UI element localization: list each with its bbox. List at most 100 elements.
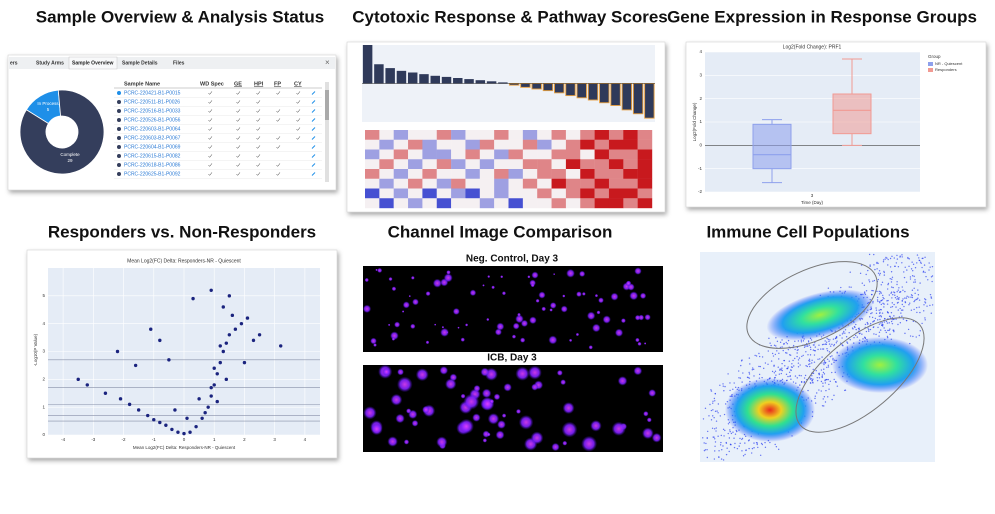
event — [921, 266, 923, 269]
event — [852, 328, 854, 330]
label: 5 — [47, 107, 50, 112]
event — [811, 374, 813, 377]
event — [841, 337, 843, 339]
event — [822, 348, 824, 350]
heat-cell — [408, 178, 423, 189]
event — [740, 360, 743, 362]
event — [868, 279, 870, 281]
point — [152, 417, 156, 422]
cell — [515, 366, 530, 381]
event — [809, 377, 811, 379]
cell — [469, 289, 477, 297]
event — [833, 345, 835, 347]
cell — [596, 310, 601, 315]
status-dot — [117, 172, 121, 176]
event — [848, 286, 850, 288]
event — [897, 297, 899, 299]
event — [722, 428, 725, 431]
event — [733, 446, 736, 449]
heat-cell — [436, 139, 452, 150]
heat-cell — [565, 178, 581, 189]
point — [227, 294, 232, 298]
event — [781, 367, 783, 369]
event — [715, 430, 717, 432]
event — [790, 366, 793, 368]
cell — [629, 291, 639, 301]
event — [742, 372, 744, 374]
bar — [385, 68, 395, 84]
heat-cell — [608, 159, 624, 170]
event — [814, 350, 817, 352]
event — [732, 388, 734, 390]
heat-cell — [393, 169, 409, 179]
event — [878, 274, 881, 276]
event — [896, 258, 899, 260]
check — [296, 100, 301, 104]
point — [194, 424, 198, 429]
event — [914, 279, 916, 281]
event — [827, 396, 829, 398]
event — [871, 312, 873, 314]
event — [882, 260, 885, 263]
event — [801, 355, 803, 358]
heat-cell — [451, 139, 466, 150]
point — [215, 399, 219, 404]
event — [879, 291, 882, 293]
heat-cell — [522, 139, 538, 150]
event — [881, 312, 884, 314]
label: FP — [274, 81, 281, 87]
point — [164, 423, 168, 427]
heat-cell — [479, 130, 495, 140]
heat-cell — [436, 178, 452, 189]
event — [893, 257, 895, 259]
check — [256, 136, 261, 140]
heat-cell — [623, 130, 638, 140]
box — [752, 123, 792, 170]
label: Time (Day) — [801, 200, 824, 205]
event — [871, 316, 874, 319]
event — [906, 319, 908, 322]
cell — [481, 388, 492, 399]
check — [276, 91, 281, 95]
event — [918, 257, 920, 259]
event — [917, 297, 919, 299]
check — [276, 118, 281, 122]
label: PCRC-220615-B1-P0082 — [124, 153, 181, 159]
heat-cell — [551, 178, 567, 189]
cell — [551, 442, 560, 452]
heat-cell — [551, 149, 567, 160]
event — [748, 377, 751, 379]
point — [257, 333, 262, 337]
event — [850, 286, 852, 288]
heat-cell — [594, 159, 610, 170]
event — [901, 256, 903, 258]
event — [704, 449, 707, 451]
point — [158, 338, 162, 343]
event — [890, 281, 893, 283]
event — [712, 409, 714, 411]
cell — [482, 284, 485, 287]
cell — [527, 365, 542, 380]
event — [738, 377, 740, 379]
heat-cell — [393, 198, 409, 209]
cell — [643, 342, 647, 345]
event — [764, 446, 767, 449]
cell — [610, 292, 619, 301]
label: PCRC-220526-B1-P0056 — [124, 117, 181, 123]
event — [894, 294, 896, 296]
event — [825, 378, 828, 381]
event — [887, 283, 889, 286]
event — [725, 441, 727, 444]
event — [857, 327, 860, 330]
cell — [581, 292, 586, 296]
event — [702, 418, 705, 420]
cell — [396, 376, 413, 393]
heat-cell — [594, 169, 610, 179]
event — [909, 302, 911, 304]
heat-cell — [465, 169, 480, 179]
event — [833, 394, 835, 397]
heat-cell — [508, 130, 524, 140]
heat-cell — [365, 178, 380, 189]
event — [796, 352, 798, 354]
event — [905, 297, 908, 299]
